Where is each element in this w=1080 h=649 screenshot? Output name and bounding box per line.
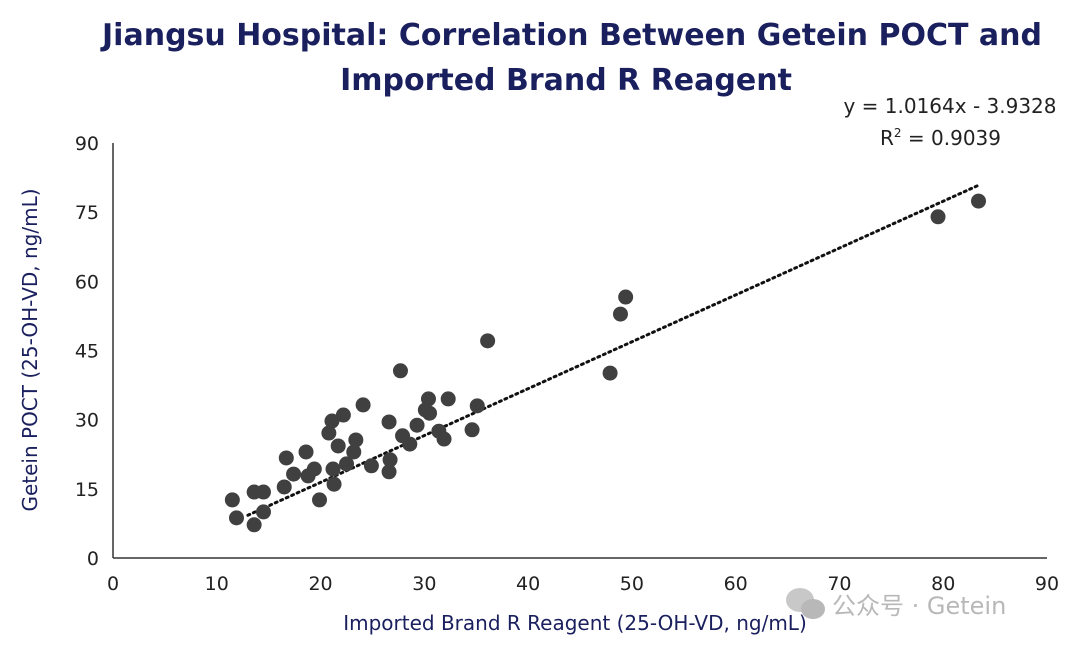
- y-tick-label: 75: [75, 202, 99, 224]
- data-point: [286, 466, 302, 482]
- data-point: [464, 422, 480, 438]
- trendline: [246, 183, 982, 517]
- data-point: [312, 492, 328, 508]
- x-tick-label: 40: [516, 573, 540, 595]
- wechat-icon: [786, 588, 825, 619]
- trendline-equation: y = 1.0164x - 3.9328: [843, 94, 1056, 118]
- data-point: [346, 444, 362, 460]
- data-point: [363, 458, 379, 474]
- x-tick-label: 20: [308, 573, 332, 595]
- data-point: [325, 461, 341, 477]
- data-point: [469, 398, 485, 414]
- x-tick-label: 70: [827, 573, 851, 595]
- data-point: [355, 397, 371, 413]
- data-point: [440, 391, 456, 407]
- data-point: [402, 436, 418, 452]
- data-point: [971, 193, 987, 209]
- x-tick-label: 50: [620, 573, 644, 595]
- y-tick-label: 60: [75, 271, 99, 293]
- data-point: [382, 452, 398, 468]
- watermark: 公众号 · Getein: [832, 592, 1006, 620]
- data-point: [298, 444, 314, 460]
- x-axis-label: Imported Brand R Reagent (25-OH-VD, ng/m…: [343, 611, 807, 635]
- data-point: [326, 476, 342, 492]
- data-point: [224, 492, 240, 508]
- data-point: [339, 456, 354, 472]
- y-tick-label: 30: [75, 410, 99, 432]
- data-point: [255, 484, 271, 500]
- data-point: [381, 464, 397, 480]
- y-tick-label: 90: [75, 133, 99, 155]
- data-point: [255, 504, 271, 520]
- data-point: [422, 405, 438, 421]
- x-tick-label: 90: [1035, 573, 1059, 595]
- data-point: [246, 517, 262, 533]
- data-point: [335, 407, 351, 423]
- data-point: [276, 479, 292, 495]
- data-point: [321, 425, 337, 441]
- data-point: [392, 363, 408, 379]
- data-point: [381, 414, 397, 430]
- x-tick-label: 0: [107, 573, 119, 595]
- data-point: [930, 209, 946, 225]
- data-point: [330, 438, 346, 454]
- data-point: [480, 333, 496, 349]
- chart-title-line-1: Jiangsu Hospital: Correlation Between Ge…: [100, 18, 1042, 53]
- r-squared-label: R2 = 0.9039: [880, 126, 1001, 150]
- data-point: [602, 365, 618, 381]
- chart-title-line-2: Imported Brand R Reagent: [340, 63, 792, 98]
- x-tick-label: 60: [724, 573, 748, 595]
- data-point: [409, 417, 425, 433]
- data-point: [228, 510, 244, 526]
- data-point: [306, 461, 322, 477]
- y-tick-label: 15: [75, 479, 99, 501]
- r-squared-value: = 0.9039: [902, 126, 1001, 150]
- y-tick-label: 45: [75, 341, 99, 363]
- x-tick-label: 30: [412, 573, 436, 595]
- data-point: [436, 431, 452, 447]
- data-point: [278, 450, 294, 466]
- y-tick-label: 0: [87, 548, 99, 570]
- r-label: R: [880, 126, 894, 150]
- x-tick-label: 80: [931, 573, 955, 595]
- data-point: [618, 289, 634, 305]
- x-tick-label: 10: [205, 573, 229, 595]
- r-squared-superscript: 2: [894, 126, 902, 140]
- y-axis-label: Getein POCT (25-OH-VD, ng/mL): [18, 188, 42, 511]
- data-point: [348, 432, 364, 448]
- data-point: [420, 391, 436, 407]
- data-point: [612, 306, 628, 322]
- data-point: [324, 413, 340, 429]
